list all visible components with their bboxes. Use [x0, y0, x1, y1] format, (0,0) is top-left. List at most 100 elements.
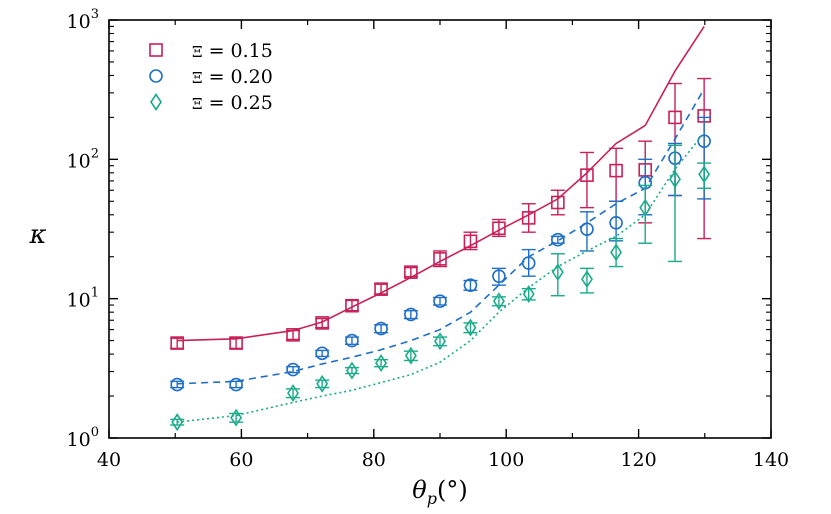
legend-label-value: = 0.25 [209, 92, 273, 114]
data-point [433, 250, 447, 268]
legend-label-symbol: Ξ [192, 43, 203, 61]
data-marker [374, 321, 388, 336]
x-tick-label: 60 [229, 449, 253, 471]
data-marker [286, 362, 300, 377]
data-marker [229, 336, 243, 350]
data-point [550, 253, 565, 297]
data-point [344, 333, 359, 348]
legend-entry-3: Ξ = 0.25 [150, 92, 273, 114]
data-point [344, 298, 359, 313]
legend-label: Ξ = 0.15 [192, 40, 273, 62]
y-tick-label-base: 10 [67, 429, 91, 451]
x-tick-label: 140 [753, 449, 789, 471]
data-marker [610, 243, 623, 262]
y-axis-label: κ [28, 220, 46, 250]
data-point [374, 354, 389, 373]
data-marker [580, 222, 594, 237]
data-point [286, 362, 301, 377]
legend-marker [149, 43, 163, 57]
data-marker [229, 377, 243, 392]
data-marker [464, 318, 477, 337]
legend-label-value: = 0.15 [209, 40, 273, 62]
data-marker [316, 374, 329, 393]
legend-label-symbol: Ξ [192, 69, 203, 87]
data-point [638, 184, 653, 244]
data-marker [287, 384, 299, 403]
data-point [315, 316, 330, 330]
data-marker [404, 307, 418, 322]
data-point [550, 232, 565, 247]
series-3 [170, 132, 712, 432]
data-marker [492, 221, 506, 236]
data-point [403, 265, 418, 279]
data-marker [551, 263, 564, 282]
data-point [579, 267, 594, 294]
data-marker [522, 285, 535, 303]
data-point [229, 377, 244, 392]
data-point [286, 328, 301, 342]
data-marker [609, 163, 623, 178]
y-tick-label-base: 10 [67, 290, 91, 312]
series-3-curve [177, 132, 705, 423]
x-axis-label: θp(°) [412, 476, 467, 508]
data-marker [345, 333, 359, 348]
data-marker [581, 270, 593, 289]
data-marker [170, 336, 184, 350]
legend-marker [149, 69, 163, 83]
data-marker [230, 408, 243, 427]
data-marker [345, 361, 358, 380]
y-tick-label-exponent: 1 [91, 286, 99, 301]
x-tick-label: 40 [97, 449, 121, 471]
data-point [433, 294, 447, 308]
data-point [315, 346, 330, 361]
data-marker [404, 265, 418, 279]
data-point [229, 336, 244, 350]
data-point [550, 189, 565, 216]
data-point [579, 151, 594, 209]
data-point [170, 336, 185, 350]
data-point [403, 346, 418, 365]
data-point [229, 408, 244, 427]
data-marker [551, 232, 565, 247]
x-axis-label-theta: θ [412, 476, 427, 504]
data-point [344, 361, 359, 380]
y-tick-label-base: 10 [67, 11, 91, 33]
data-point [521, 203, 536, 233]
data-marker [374, 282, 388, 296]
data-marker [170, 377, 184, 392]
data-marker [551, 195, 565, 210]
data-point [170, 413, 185, 432]
data-point [286, 384, 301, 403]
data-point [170, 377, 185, 392]
data-marker [521, 211, 536, 225]
data-marker [668, 110, 682, 125]
legend-entry-1: Ξ = 0.15 [149, 40, 273, 62]
x-tick-label: 120 [620, 449, 656, 471]
data-point [374, 282, 389, 296]
data-marker [171, 413, 184, 432]
data-point [697, 162, 712, 189]
data-point [315, 374, 330, 393]
data-point [433, 332, 447, 351]
data-point [521, 248, 536, 277]
legend-entry-2: Ξ = 0.20 [149, 66, 273, 88]
data-point [579, 211, 594, 252]
data-marker [669, 170, 681, 189]
data-point [463, 278, 478, 292]
data-marker [698, 165, 711, 184]
data-marker [433, 294, 447, 308]
data-marker [609, 216, 623, 230]
data-marker [492, 292, 505, 311]
legend-label-value: = 0.20 [209, 66, 273, 88]
legend-label: Ξ = 0.25 [192, 92, 273, 114]
data-marker [433, 252, 447, 266]
legend-label: Ξ = 0.20 [192, 66, 273, 88]
x-tick-label: 100 [488, 449, 524, 471]
data-marker [315, 346, 329, 361]
x-axis-label-unit: (°) [437, 476, 468, 504]
y-tick-label-exponent: 2 [91, 146, 99, 161]
legend-label-symbol: Ξ [192, 95, 203, 113]
